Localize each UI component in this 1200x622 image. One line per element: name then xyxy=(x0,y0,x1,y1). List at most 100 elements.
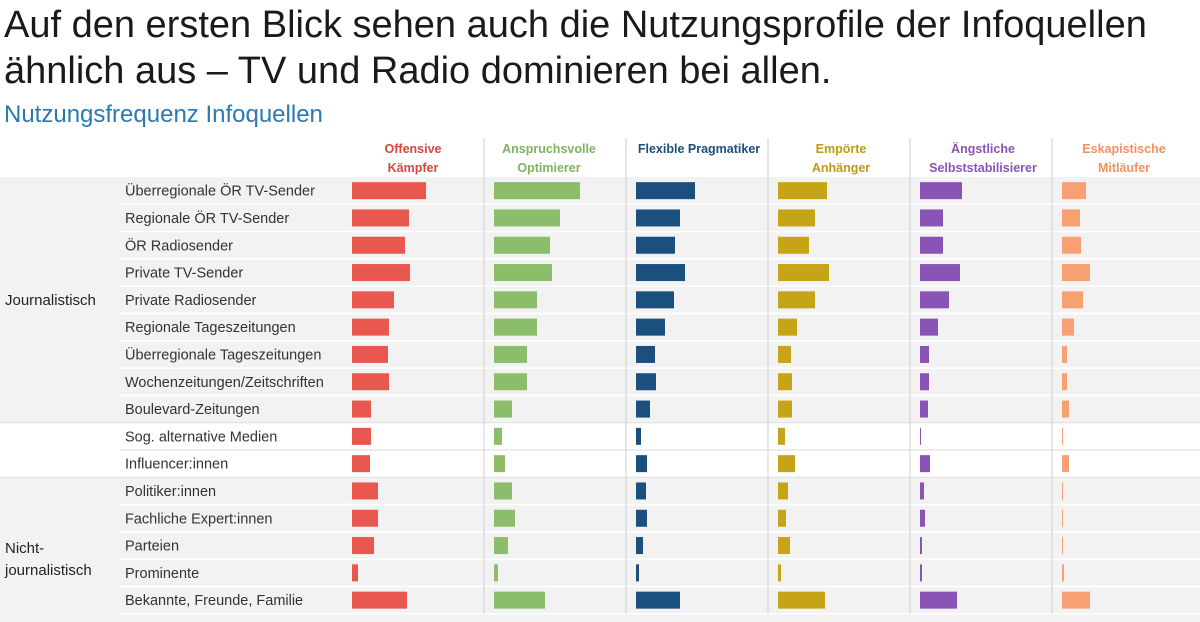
row-label-boulevard-zeitungen: Boulevard-Zeitungen xyxy=(125,402,260,418)
bar-flexible-pragmatiker-regionale-r-tv-sender xyxy=(636,209,680,227)
bar-emp-rte-anh-nger-parteien xyxy=(778,537,790,555)
bar-flexible-pragmatiker-sog-alternative-medien xyxy=(636,427,641,445)
series-header-emp-rte-anh-nger: Empörte Anhänger xyxy=(812,142,870,175)
bar-ngstliche-selbststabilisierer-parteien xyxy=(920,537,922,555)
bar-emp-rte-anh-nger-r-radiosender xyxy=(778,236,809,254)
bar-flexible-pragmatiker-influencer-innen xyxy=(636,455,647,473)
bar-ngstliche-selbststabilisierer-private-radiosender xyxy=(920,291,949,309)
bar-ngstliche-selbststabilisierer-r-radiosender xyxy=(920,236,943,254)
bar-anspruchsvolle-optimierer-r-radiosender xyxy=(494,236,550,254)
bar-eskapistische-mitl-ufer-sog-alternative-medien xyxy=(1062,427,1063,445)
page-title: Auf den ersten Blick sehen auch die Nutz… xyxy=(4,4,1147,92)
bar-emp-rte-anh-nger-private-tv-sender xyxy=(778,264,829,282)
bar-eskapistische-mitl-ufer-influencer-innen xyxy=(1062,455,1069,473)
bar-ngstliche-selbststabilisierer-regionale-tageszeitungen xyxy=(920,318,938,336)
bar-offensive-k-mpfer-politiker-innen xyxy=(352,482,378,500)
bar-ngstliche-selbststabilisierer-influencer-innen xyxy=(920,455,930,473)
series-header-eskapistische-mitl-ufer: Eskapistische Mitläufer xyxy=(1082,142,1165,175)
bar-flexible-pragmatiker-r-radiosender xyxy=(636,236,675,254)
bar-ngstliche-selbststabilisierer-private-tv-sender xyxy=(920,264,960,282)
bar-offensive-k-mpfer-regionale-r-tv-sender xyxy=(352,209,409,227)
row-label-r-radiosender: ÖR Radiosender xyxy=(125,236,233,254)
row-label-prominente: Prominente xyxy=(125,566,199,582)
bar-eskapistische-mitl-ufer-parteien xyxy=(1062,537,1063,555)
bar-flexible-pragmatiker-regionale-tageszeitungen xyxy=(636,318,665,336)
bar-anspruchsvolle-optimierer-berregionale-r-tv-sender xyxy=(494,182,580,200)
bar-anspruchsvolle-optimierer-wochenzeitungen-zeitschriften xyxy=(494,373,527,391)
bar-offensive-k-mpfer-bekannte-freunde-familie xyxy=(352,591,407,609)
bar-emp-rte-anh-nger-berregionale-tageszeitungen xyxy=(778,345,791,363)
bar-anspruchsvolle-optimierer-fachliche-expert-innen xyxy=(494,509,515,527)
bar-flexible-pragmatiker-berregionale-r-tv-sender xyxy=(636,182,695,200)
row-label-bekannte-freunde-familie: Bekannte, Freunde, Familie xyxy=(125,593,303,609)
bar-offensive-k-mpfer-wochenzeitungen-zeitschriften xyxy=(352,373,389,391)
row-label-politiker-innen: Politiker:innen xyxy=(125,484,216,500)
row-label-sog-alternative-medien: Sog. alternative Medien xyxy=(125,429,277,445)
bar-eskapistische-mitl-ufer-politiker-innen xyxy=(1062,482,1063,500)
bar-offensive-k-mpfer-fachliche-expert-innen xyxy=(352,509,378,527)
bar-emp-rte-anh-nger-prominente xyxy=(778,564,781,582)
bar-offensive-k-mpfer-sog-alternative-medien xyxy=(352,427,371,445)
bar-offensive-k-mpfer-boulevard-zeitungen xyxy=(352,400,371,418)
bar-offensive-k-mpfer-private-tv-sender xyxy=(352,264,410,282)
bar-emp-rte-anh-nger-wochenzeitungen-zeitschriften xyxy=(778,373,792,391)
bar-ngstliche-selbststabilisierer-politiker-innen xyxy=(920,482,924,500)
bar-flexible-pragmatiker-prominente xyxy=(636,564,639,582)
bar-eskapistische-mitl-ufer-regionale-r-tv-sender xyxy=(1062,209,1080,227)
row-label-private-tv-sender: Private TV-Sender xyxy=(125,266,243,282)
series-header-anspruchsvolle-optimierer: Anspruchsvolle Optimierer xyxy=(502,142,596,175)
series-header-offensive-k-mpfer: Offensive Kämpfer xyxy=(385,142,442,175)
bar-eskapistische-mitl-ufer-private-tv-sender xyxy=(1062,264,1090,282)
bar-ngstliche-selbststabilisierer-berregionale-r-tv-sender xyxy=(920,182,962,200)
bar-eskapistische-mitl-ufer-wochenzeitungen-zeitschriften xyxy=(1062,373,1067,391)
bar-offensive-k-mpfer-berregionale-tageszeitungen xyxy=(352,345,388,363)
bar-anspruchsvolle-optimierer-berregionale-tageszeitungen xyxy=(494,345,527,363)
bar-ngstliche-selbststabilisierer-sog-alternative-medien xyxy=(920,427,921,445)
bar-emp-rte-anh-nger-fachliche-expert-innen xyxy=(778,509,786,527)
row-label-berregionale-r-tv-sender: Überregionale ÖR TV-Sender xyxy=(125,182,315,200)
bar-flexible-pragmatiker-fachliche-expert-innen xyxy=(636,509,647,527)
bar-emp-rte-anh-nger-private-radiosender xyxy=(778,291,815,309)
bar-flexible-pragmatiker-bekannte-freunde-familie xyxy=(636,591,680,609)
bar-eskapistische-mitl-ufer-private-radiosender xyxy=(1062,291,1083,309)
bar-flexible-pragmatiker-politiker-innen xyxy=(636,482,646,500)
row-label-wochenzeitungen-zeitschriften: Wochenzeitungen/Zeitschriften xyxy=(125,375,324,391)
bar-anspruchsvolle-optimierer-influencer-innen xyxy=(494,455,505,473)
bar-offensive-k-mpfer-r-radiosender xyxy=(352,236,405,254)
bar-flexible-pragmatiker-wochenzeitungen-zeitschriften xyxy=(636,373,656,391)
row-label-regionale-r-tv-sender: Regionale ÖR TV-Sender xyxy=(125,209,289,227)
row-label-regionale-tageszeitungen: Regionale Tageszeitungen xyxy=(125,320,296,336)
bar-eskapistische-mitl-ufer-prominente xyxy=(1062,564,1064,582)
bar-flexible-pragmatiker-private-tv-sender xyxy=(636,264,685,282)
bar-offensive-k-mpfer-regionale-tageszeitungen xyxy=(352,318,389,336)
series-header-flexible-pragmatiker: Flexible Pragmatiker xyxy=(638,142,760,156)
bar-anspruchsvolle-optimierer-politiker-innen xyxy=(494,482,512,500)
bar-emp-rte-anh-nger-bekannte-freunde-familie xyxy=(778,591,825,609)
chart-subtitle: Nutzungsfrequenz Infoquellen xyxy=(4,101,323,128)
bar-eskapistische-mitl-ufer-boulevard-zeitungen xyxy=(1062,400,1069,418)
bar-flexible-pragmatiker-berregionale-tageszeitungen xyxy=(636,345,655,363)
bar-anspruchsvolle-optimierer-private-tv-sender xyxy=(494,264,552,282)
bar-ngstliche-selbststabilisierer-regionale-r-tv-sender xyxy=(920,209,943,227)
bar-eskapistische-mitl-ufer-fachliche-expert-innen xyxy=(1062,509,1063,527)
bar-ngstliche-selbststabilisierer-bekannte-freunde-familie xyxy=(920,591,957,609)
bar-offensive-k-mpfer-parteien xyxy=(352,537,374,555)
bar-anspruchsvolle-optimierer-boulevard-zeitungen xyxy=(494,400,512,418)
bar-eskapistische-mitl-ufer-regionale-tageszeitungen xyxy=(1062,318,1074,336)
bar-anspruchsvolle-optimierer-parteien xyxy=(494,537,508,555)
bar-ngstliche-selbststabilisierer-boulevard-zeitungen xyxy=(920,400,928,418)
group-band xyxy=(0,477,1200,622)
bar-eskapistische-mitl-ufer-berregionale-tageszeitungen xyxy=(1062,345,1067,363)
bar-emp-rte-anh-nger-regionale-tageszeitungen xyxy=(778,318,797,336)
series-header-ngstliche-selbststabilisierer: Ängstliche Selbststabilisierer xyxy=(929,141,1037,175)
bar-ngstliche-selbststabilisierer-fachliche-expert-innen xyxy=(920,509,925,527)
bar-eskapistische-mitl-ufer-berregionale-r-tv-sender xyxy=(1062,182,1086,200)
bar-anspruchsvolle-optimierer-private-radiosender xyxy=(494,291,537,309)
row-label-private-radiosender: Private Radiosender xyxy=(125,293,257,309)
bar-ngstliche-selbststabilisierer-prominente xyxy=(920,564,922,582)
bar-offensive-k-mpfer-private-radiosender xyxy=(352,291,394,309)
bar-ngstliche-selbststabilisierer-berregionale-tageszeitungen xyxy=(920,345,929,363)
bar-emp-rte-anh-nger-regionale-r-tv-sender xyxy=(778,209,815,227)
group-label-nicht-journalistisch: Nicht-journalistisch xyxy=(4,540,92,579)
bar-flexible-pragmatiker-private-radiosender xyxy=(636,291,674,309)
